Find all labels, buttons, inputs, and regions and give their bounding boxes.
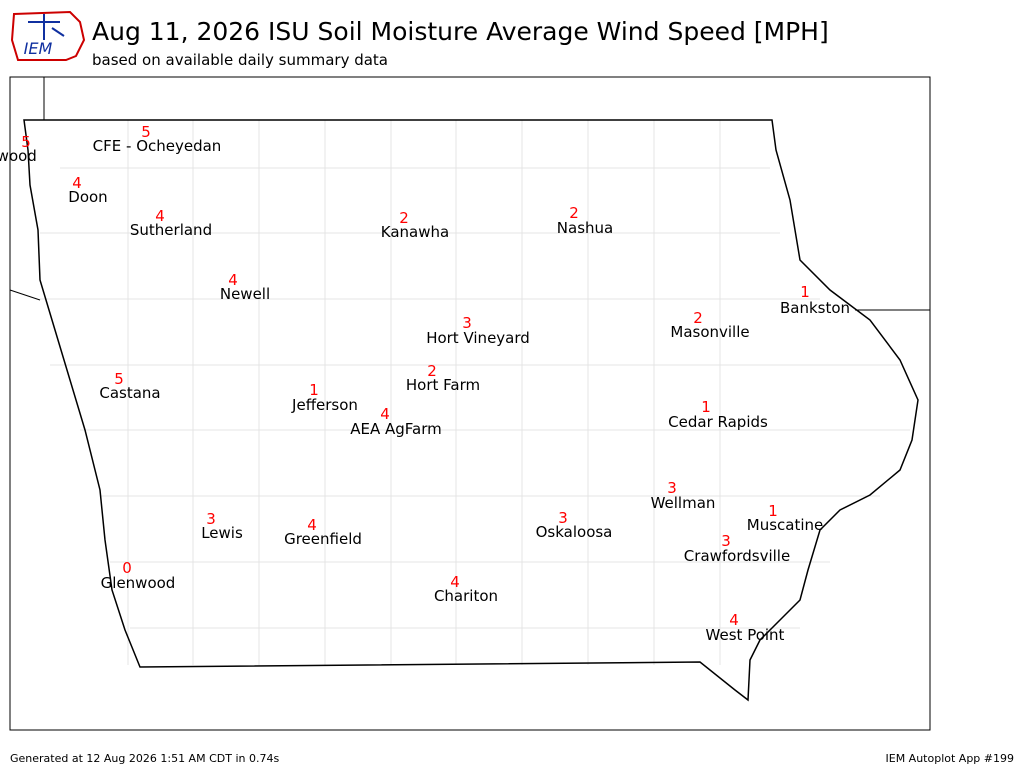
station-value: 5	[21, 133, 31, 151]
station-value: 2	[399, 209, 409, 227]
station-name: Newell	[220, 285, 270, 303]
station-name: Kanawha	[381, 223, 449, 241]
station-name: Sutherland	[130, 221, 212, 239]
station-value: 4	[228, 271, 238, 289]
logo: IEM	[10, 10, 86, 61]
station-name: Hort Farm	[406, 376, 480, 394]
station-value: 1	[701, 398, 711, 416]
station-name: Hort Vineyard	[426, 329, 530, 347]
footer-left: Generated at 12 Aug 2026 1:51 AM CDT in …	[10, 752, 279, 765]
station-value: 5	[114, 370, 124, 388]
station-value: 2	[693, 309, 703, 327]
station-name: AEA AgFarm	[350, 420, 442, 438]
station-value: 1	[800, 283, 810, 301]
station-value: 4	[72, 174, 82, 192]
station-value: 4	[450, 573, 460, 591]
logo-icon	[28, 14, 65, 40]
station-name: Wellman	[651, 494, 716, 512]
subtitle: based on available daily summary data	[92, 51, 388, 69]
station-name: Glenwood	[101, 574, 176, 592]
map-area	[9, 76, 931, 731]
station-name: Jefferson	[291, 396, 358, 414]
station-name: Bankston	[780, 299, 850, 317]
station-value: 4	[155, 207, 165, 225]
station-value: 3	[721, 532, 731, 550]
station-name: nwood	[0, 147, 37, 165]
station-value: 4	[380, 405, 390, 423]
station-value: 2	[569, 204, 579, 222]
logo-outline	[10, 10, 86, 61]
station-name: CFE - Ocheyedan	[93, 137, 222, 155]
station-value: 4	[307, 516, 317, 534]
station-value: 4	[729, 611, 739, 629]
station-value: 1	[768, 502, 778, 520]
station-value: 5	[141, 123, 151, 141]
station-name: West Point	[706, 626, 785, 644]
station-name: Crawfordsville	[684, 547, 790, 565]
station-value: 3	[667, 479, 677, 497]
station-value: 3	[462, 314, 472, 332]
stations: nwood5CFE - Ocheyedan5Doon4Sutherland4Ka…	[0, 123, 850, 644]
station-value: 3	[206, 510, 216, 528]
station-name: Greenfield	[284, 530, 362, 548]
logo-text: IEM	[24, 39, 53, 58]
map-frame	[9, 76, 931, 731]
station-value: 3	[558, 509, 568, 527]
station-name: Cedar Rapids	[668, 413, 768, 431]
station-name: Oskaloosa	[536, 523, 613, 541]
station-name: Doon	[68, 188, 107, 206]
title: Aug 11, 2026 ISU Soil Moisture Average W…	[92, 17, 829, 46]
county-lines	[40, 120, 910, 665]
station-name: Muscatine	[747, 516, 824, 534]
station-name: Lewis	[201, 524, 243, 542]
station-value: 1	[309, 381, 319, 399]
station-name: Castana	[99, 384, 160, 402]
station-name: Masonville	[670, 323, 749, 341]
station-name: Chariton	[434, 587, 498, 605]
footer-right: IEM Autoplot App #199	[886, 752, 1015, 765]
neighbor-borders	[9, 77, 930, 311]
station-value: 2	[427, 362, 437, 380]
station-name: Nashua	[557, 219, 613, 237]
station-value: 0	[122, 559, 132, 577]
